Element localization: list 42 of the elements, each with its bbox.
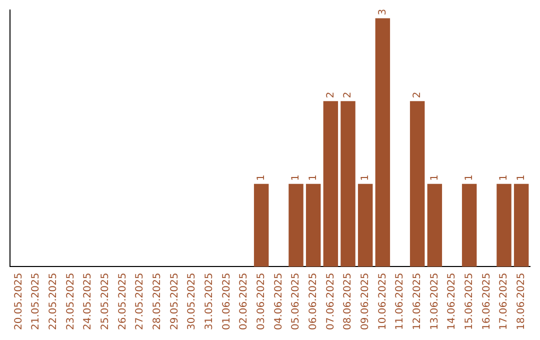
data-label: 1 xyxy=(464,174,475,181)
data-label: 1 xyxy=(308,174,319,181)
x-tick-label: 14.06.2025 xyxy=(446,272,458,330)
x-tick-label: 15.06.2025 xyxy=(464,272,475,330)
data-label: 1 xyxy=(290,174,302,181)
data-label: 3 xyxy=(377,8,388,16)
x-tick-label: 06.06.2025 xyxy=(308,272,319,330)
x-tick-label: 25.05.2025 xyxy=(100,272,111,330)
x-tick-label: 13.06.2025 xyxy=(429,272,440,330)
data-label: 2 xyxy=(412,92,423,98)
x-tick-label: 27.05.2025 xyxy=(134,272,146,330)
x-tick-label: 05.06.2025 xyxy=(290,272,302,330)
x-tick-label: 16.06.2025 xyxy=(481,272,492,330)
x-tick-label: 17.06.2025 xyxy=(498,272,510,330)
x-tick-label: 24.05.2025 xyxy=(82,272,94,330)
x-tick-label: 10.06.2025 xyxy=(377,272,388,330)
x-tick-label: 12.06.2025 xyxy=(412,272,423,330)
x-tick-label: 22.05.2025 xyxy=(48,272,59,330)
x-tick-label: 31.05.2025 xyxy=(204,272,215,330)
x-tick-label: 23.05.2025 xyxy=(65,272,76,330)
data-label: 1 xyxy=(429,174,440,181)
x-tick-label: 29.05.2025 xyxy=(169,272,180,330)
x-tick-label: 07.06.2025 xyxy=(325,272,336,330)
x-tick-label: 08.06.2025 xyxy=(342,272,354,330)
x-tick-label: 20.05.2025 xyxy=(13,272,24,330)
x-tick-label: 01.06.2025 xyxy=(221,272,232,330)
data-label: 2 xyxy=(342,92,354,98)
x-tick-label: 26.05.2025 xyxy=(117,272,128,330)
data-label: 1 xyxy=(256,174,267,181)
data-label: 1 xyxy=(516,174,527,181)
data-label: 1 xyxy=(498,174,510,181)
x-tick-label: 28.05.2025 xyxy=(152,272,163,330)
x-tick-label: 21.05.2025 xyxy=(30,272,42,330)
x-tick-label: 03.06.2025 xyxy=(256,272,267,330)
x-tick-label: 02.06.2025 xyxy=(238,272,250,330)
x-tick-label: 18.06.2025 xyxy=(516,272,527,330)
x-tick-label: 09.06.2025 xyxy=(360,272,371,330)
data-label: 2 xyxy=(325,92,336,98)
x-tick-label: 04.06.2025 xyxy=(273,272,284,330)
data-label: 1 xyxy=(360,174,371,181)
x-tick-label: 30.05.2025 xyxy=(186,272,198,330)
x-tick-label: 11.06.2025 xyxy=(394,272,406,330)
